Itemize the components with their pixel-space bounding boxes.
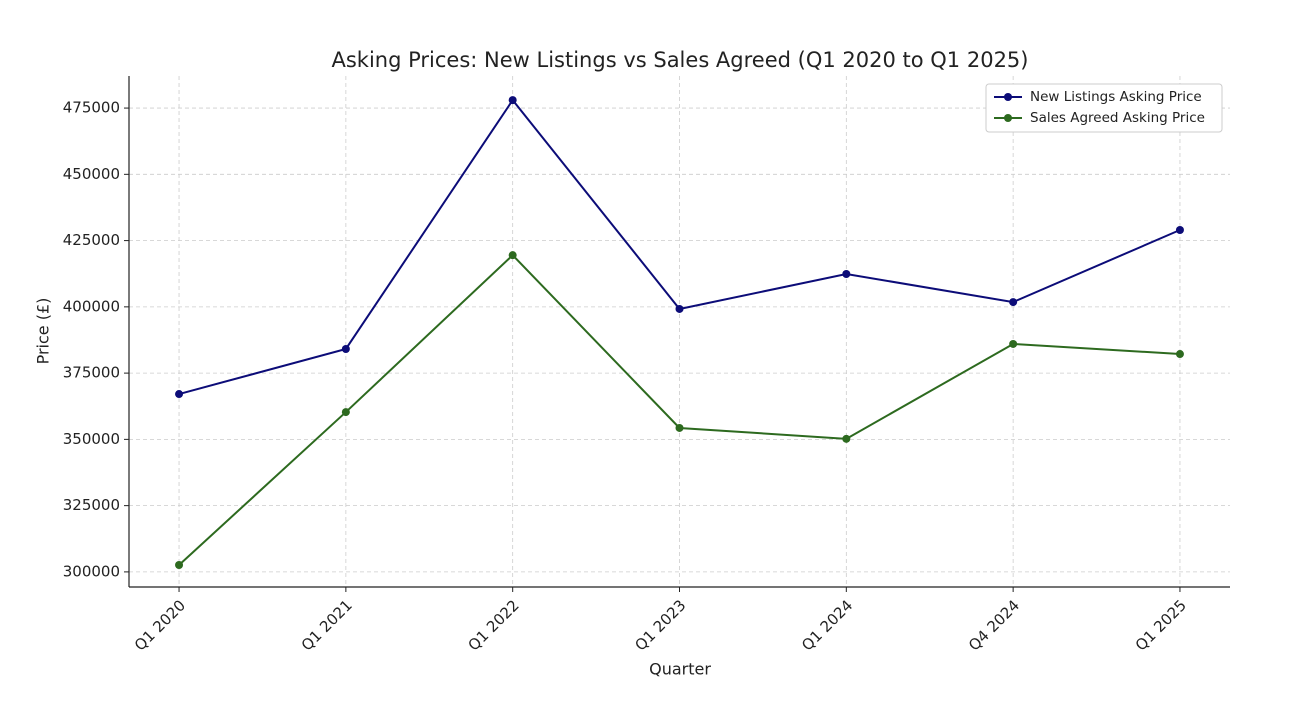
legend-box — [985, 83, 1223, 133]
y-tick-label: 375000 — [63, 364, 120, 382]
y-axis-label: Price (£) — [34, 298, 53, 365]
y-tick-label: 300000 — [63, 562, 120, 580]
x-tick-label: Q4 2024 — [965, 596, 1023, 654]
data-point — [508, 251, 517, 260]
data-point — [1009, 339, 1018, 348]
data-point — [1009, 298, 1018, 307]
data-point — [842, 269, 851, 278]
y-tick-label: 325000 — [63, 496, 120, 514]
legend-swatch — [1004, 93, 1012, 101]
x-tick-label: Q1 2023 — [631, 596, 689, 654]
data-point — [675, 423, 684, 432]
y-tick-label: 425000 — [63, 231, 120, 249]
y-tick-label: 450000 — [63, 165, 120, 183]
x-tick-label: Q1 2021 — [298, 596, 356, 654]
legend-label: New Listings Asking Price — [1030, 89, 1202, 105]
x-tick-label: Q1 2024 — [798, 596, 856, 654]
legend-swatch — [1004, 114, 1012, 122]
legend-label: Sales Agreed Asking Price — [1030, 110, 1205, 126]
data-point — [1175, 225, 1184, 234]
data-point — [175, 561, 184, 570]
y-tick-label: 475000 — [63, 99, 120, 117]
chart-title: Asking Prices: New Listings vs Sales Agr… — [332, 48, 1029, 72]
data-point — [675, 304, 684, 313]
y-tick-label: 350000 — [63, 430, 120, 448]
y-tick-label: 400000 — [63, 297, 120, 315]
x-tick-label: Q1 2022 — [464, 596, 522, 654]
data-point — [508, 96, 517, 105]
x-axis-label: Quarter — [649, 660, 711, 679]
data-point — [341, 408, 350, 417]
data-point — [842, 434, 851, 443]
x-tick-label: Q1 2020 — [131, 596, 189, 654]
data-point — [175, 390, 184, 399]
data-point — [1175, 350, 1184, 359]
data-point — [341, 344, 350, 353]
x-tick-label: Q1 2025 — [1132, 596, 1190, 654]
